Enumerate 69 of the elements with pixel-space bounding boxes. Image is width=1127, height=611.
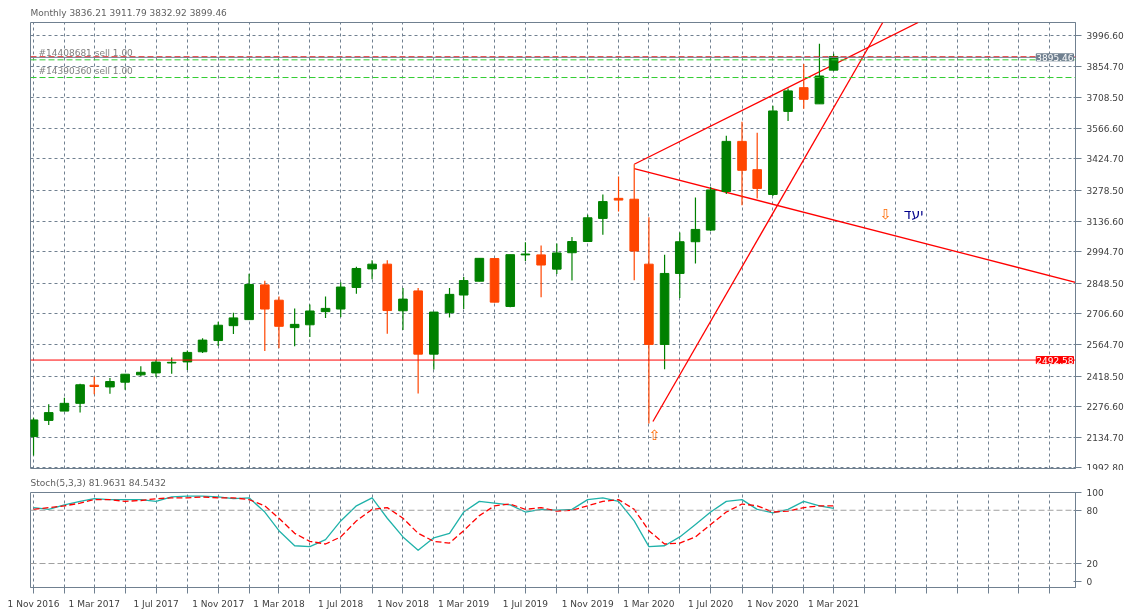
y-tick-label: 3136.60 xyxy=(1086,216,1124,227)
chart-title: Stoch(5,3,3) 81.9631 84.5432 xyxy=(30,477,166,488)
chart-title: Monthly 3836.21 3911.79 3832.92 3899.46 xyxy=(30,7,228,18)
candlestick xyxy=(398,287,408,331)
candlestick xyxy=(613,175,624,213)
y-tick-label: 2994.70 xyxy=(1086,247,1124,258)
x-tick-label: 1 Mar 2020 xyxy=(623,598,675,609)
candlestick xyxy=(289,308,300,347)
y-tick-label: 3278.50 xyxy=(1086,185,1124,196)
y-tick-label: 2276.60 xyxy=(1086,402,1124,413)
x-tick-label: 1 Nov 2016 xyxy=(7,598,60,609)
x-tick-label: 1 Mar 2017 xyxy=(68,598,120,609)
annotation: יעד xyxy=(903,206,924,223)
candlestick xyxy=(690,196,701,265)
y-tick-label: 2706.60 xyxy=(1086,309,1124,320)
candlestick xyxy=(444,287,455,319)
candlestick xyxy=(213,321,224,347)
candlestick xyxy=(567,236,577,282)
candlestick xyxy=(367,259,377,280)
x-tick-label: 1 Jul 2018 xyxy=(318,598,364,609)
y-tick-label: 3708.50 xyxy=(1086,93,1124,104)
candlestick xyxy=(458,276,469,310)
candlestick xyxy=(752,132,762,200)
x-tick-label: 1 Nov 2019 xyxy=(561,598,614,609)
x-tick-label: 1 Mar 2019 xyxy=(438,598,490,609)
x-tick-label: 1 Jul 2020 xyxy=(688,598,734,609)
candlestick xyxy=(43,403,54,426)
candlestick xyxy=(30,417,39,457)
candlestick xyxy=(474,257,485,282)
ref-line-label: 3895.46 xyxy=(1036,52,1074,63)
y-tick-label: 3566.60 xyxy=(1086,123,1124,134)
candlestick xyxy=(582,214,593,243)
annotation: ⇩ xyxy=(879,206,892,223)
annotation: ⇧ xyxy=(648,427,661,444)
x-tick-label: 1 Nov 2020 xyxy=(746,598,800,609)
ref-line-label: #14408681 sell 1.00 xyxy=(38,47,134,58)
y-tick-label: 0 xyxy=(1086,576,1093,587)
candlestick xyxy=(105,377,115,395)
y-tick-label: 3424.70 xyxy=(1086,154,1124,165)
y-tick-label: 100 xyxy=(1086,488,1104,498)
y-tick-label: 2418.50 xyxy=(1086,371,1124,382)
candlestick xyxy=(305,303,315,338)
candlestick xyxy=(228,312,239,335)
ref-line-label: 2492.58 xyxy=(1036,355,1074,366)
y-tick-label: 80 xyxy=(1086,505,1099,516)
candlestick xyxy=(783,87,793,122)
x-tick-label: 1 Mar 2021 xyxy=(807,598,860,609)
candlestick xyxy=(320,295,331,319)
x-tick-label: 1 Jul 2019 xyxy=(502,598,549,609)
candlestick xyxy=(798,63,809,110)
x-tick-label: 1 Jul 2017 xyxy=(133,598,179,609)
candlestick xyxy=(520,241,531,262)
y-tick-label: 2134.70 xyxy=(1086,432,1124,443)
candlestick xyxy=(351,266,362,295)
x-tick-label: 1 Mar 2018 xyxy=(253,598,305,609)
candlestick xyxy=(551,242,562,275)
y-tick-label: 2564.70 xyxy=(1086,340,1124,350)
candlestick xyxy=(75,383,85,414)
y-tick-label: 3996.60 xyxy=(1086,31,1124,42)
candlestick xyxy=(598,193,608,236)
y-tick-label: 1992.80 xyxy=(1086,462,1124,473)
x-tick-label: 1 Nov 2017 xyxy=(192,598,245,609)
y-tick-label: 20 xyxy=(1086,559,1099,570)
y-tick-label: 2848.50 xyxy=(1086,278,1124,289)
x-tick-label: 1 Nov 2018 xyxy=(377,598,430,609)
ref-line-label: #14390360 sell 1.00 xyxy=(38,65,134,76)
candlestick xyxy=(536,245,546,298)
candlestick xyxy=(335,281,346,318)
y-tick-label: 3854.70 xyxy=(1086,61,1124,72)
